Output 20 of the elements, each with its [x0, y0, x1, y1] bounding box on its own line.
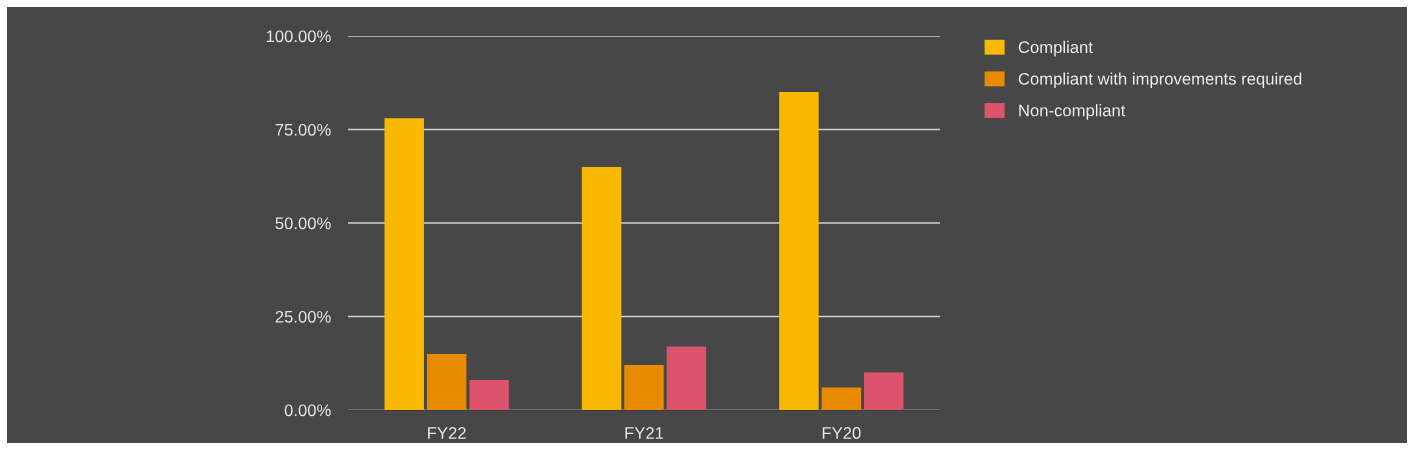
legend-label: Compliant with improvements required: [1018, 72, 1302, 89]
y-tick-label: 100.00%: [266, 30, 331, 43]
bar: [666, 346, 707, 410]
x-tick-label: FY20: [822, 427, 861, 439]
bar: [624, 365, 664, 410]
bar: [779, 92, 819, 410]
x-tick-label: FY22: [428, 427, 466, 439]
bar: [864, 372, 904, 410]
y-tick-label: 50.00%: [275, 217, 331, 230]
legend-label: Compliant: [1018, 40, 1093, 57]
bar: [581, 166, 622, 410]
bar: [469, 380, 509, 410]
bar: [821, 387, 862, 410]
legend-label: Non-compliant: [1019, 104, 1126, 120]
bar: [426, 353, 467, 410]
y-tick-label: 25.00%: [275, 310, 331, 323]
x-tick-label: FY21: [625, 427, 664, 439]
bar: [384, 118, 424, 410]
y-tick-label: 75.00%: [275, 123, 331, 136]
y-tick-label: 0.00%: [284, 404, 331, 417]
